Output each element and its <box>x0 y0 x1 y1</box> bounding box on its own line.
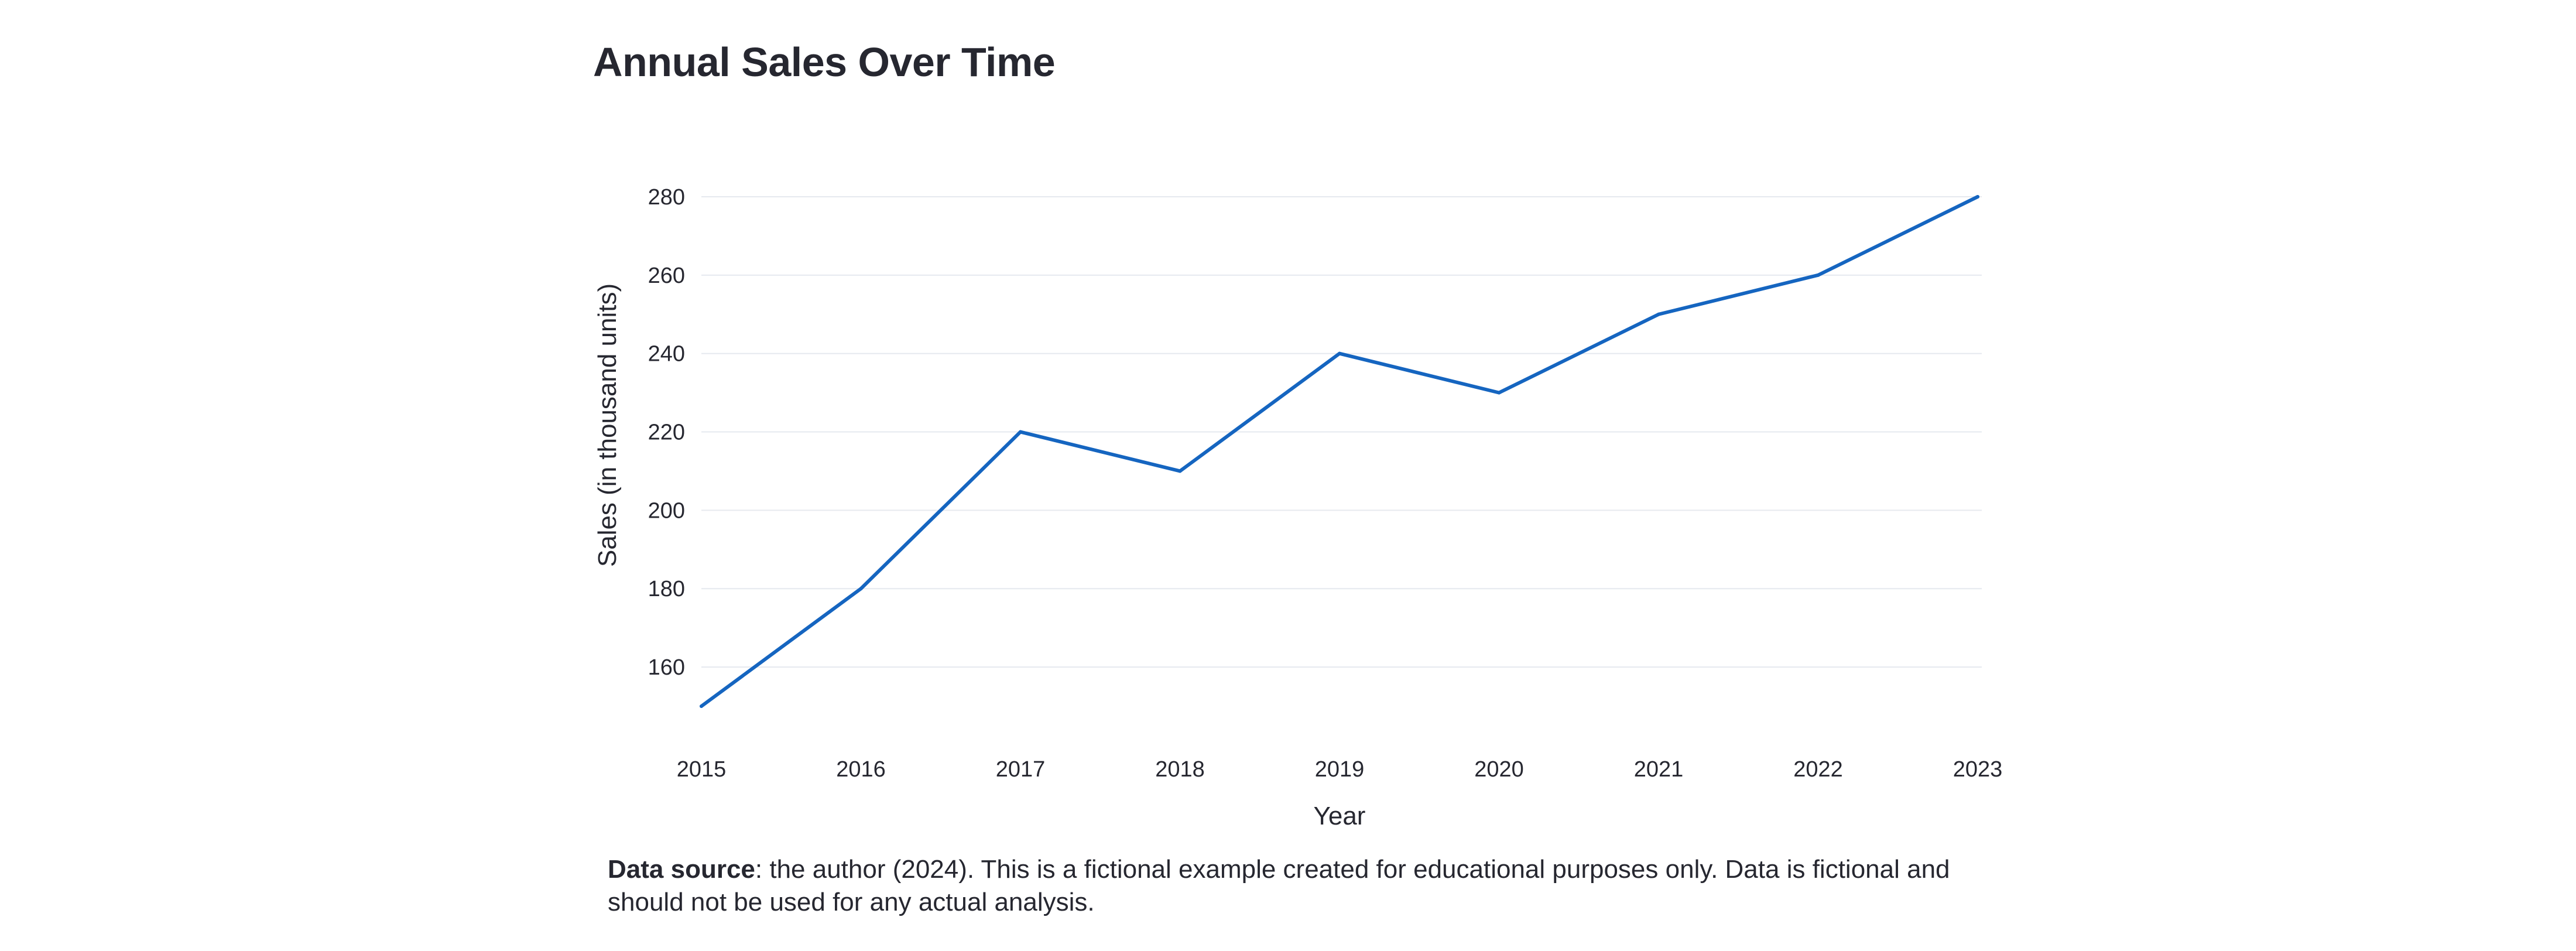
data-point <box>1976 195 1979 199</box>
data-point <box>1816 273 1820 277</box>
y-tick-label: 160 <box>648 655 685 680</box>
series-layer <box>700 195 1979 708</box>
y-tick-label: 280 <box>648 185 685 210</box>
x-tick-label: 2020 <box>1474 757 1524 782</box>
data-source-caption: Data source: the author (2024). This is … <box>608 853 1989 919</box>
caption-text: : the author (2024). This is a fictional… <box>608 855 1950 916</box>
gridlines <box>701 196 1982 668</box>
x-tick-label: 2018 <box>1155 757 1205 782</box>
x-tick-label: 2015 <box>677 757 727 782</box>
data-point <box>1019 430 1022 434</box>
y-tick-label: 200 <box>648 498 685 523</box>
x-tick-label: 2021 <box>1634 757 1684 782</box>
data-point <box>1657 312 1660 316</box>
y-tick-label: 260 <box>648 264 685 288</box>
y-tick-label: 240 <box>648 342 685 367</box>
caption-label: Data source <box>608 855 755 884</box>
data-point <box>700 704 703 708</box>
data-point <box>1497 391 1501 395</box>
data-point <box>1178 469 1182 473</box>
y-axis-title: Sales (in thousand units) <box>593 283 622 567</box>
y-tick-label: 180 <box>648 577 685 601</box>
x-tick-label: 2017 <box>996 757 1046 782</box>
data-point <box>1338 351 1341 355</box>
x-tick-label: 2016 <box>836 757 886 782</box>
series-line <box>700 195 1979 708</box>
x-tick-label: 2023 <box>1953 757 2003 782</box>
y-tick-label: 220 <box>648 420 685 445</box>
chart-title: Annual Sales Over Time <box>593 39 1056 85</box>
x-axis-ticks: 2015 2016 2017 2018 2019 2020 2021 2022 2023 <box>677 757 2003 782</box>
x-tick-label: 2019 <box>1315 757 1365 782</box>
y-axis-ticks: 160 180 200 220 240 260 280 <box>648 185 685 680</box>
x-tick-label: 2022 <box>1793 757 1843 782</box>
x-axis-title: Year <box>1314 802 1366 830</box>
data-point <box>859 587 863 591</box>
